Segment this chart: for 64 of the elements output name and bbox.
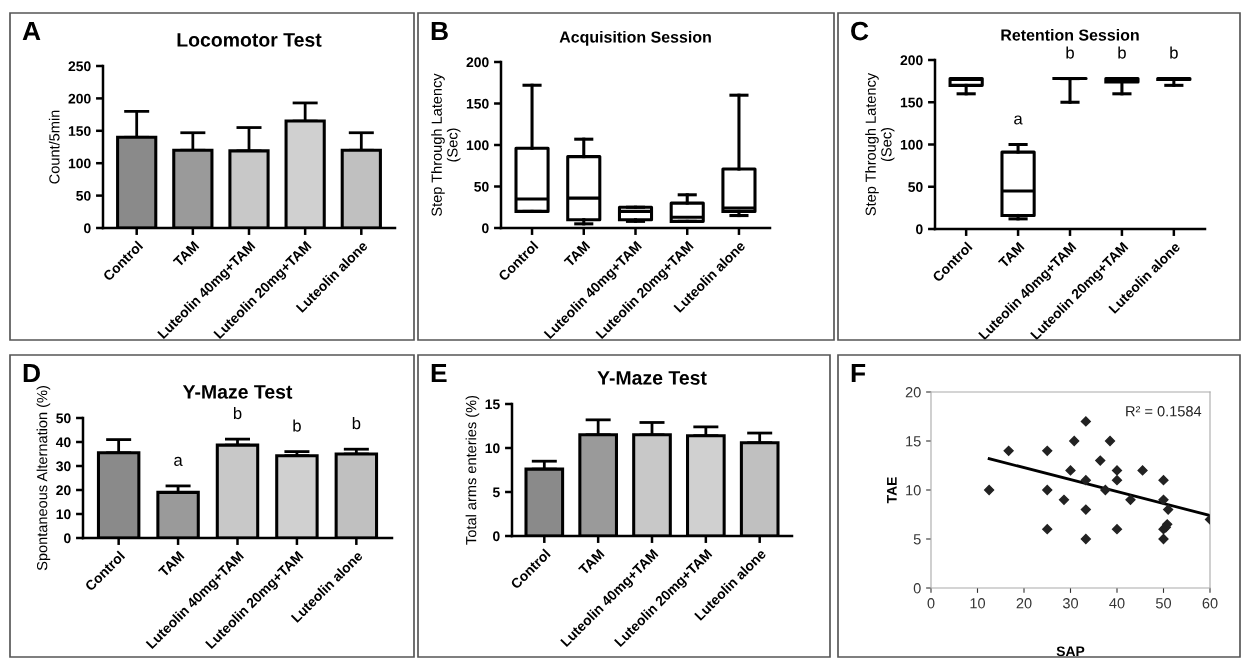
- chart-title: Locomotor Test: [177, 33, 322, 47]
- text: E: [431, 363, 447, 383]
- chart-title: Retention Session: [1001, 28, 1139, 41]
- y-tick-label: 0: [482, 223, 489, 234]
- y-tick-label: 100: [466, 140, 489, 151]
- y-tick-label: 100: [900, 139, 923, 150]
- y-tick-label: 5: [913, 534, 921, 545]
- y-axis-title: Count/5min: [48, 110, 60, 184]
- y-tick-label: 50: [76, 190, 91, 201]
- x-tick-label: 30: [1062, 598, 1079, 609]
- y-tick-label: 50: [56, 413, 71, 424]
- y-tick-label: 150: [466, 98, 489, 109]
- y-axis-title: Step Through Latency (Sec): [865, 72, 895, 216]
- x-tick-label: 40: [1109, 598, 1125, 609]
- annotation: R² = 0.1584: [1126, 406, 1202, 417]
- y-tick-label: 10: [906, 485, 921, 496]
- annotation: a: [174, 456, 183, 466]
- x-tick-label: 50: [1155, 598, 1172, 609]
- chart-title: Y-Maze Test: [182, 385, 293, 399]
- y-tick-label: 10: [56, 509, 71, 520]
- y-tick-label: 200: [900, 55, 923, 66]
- y-tick-label: 5: [492, 487, 500, 498]
- y-tick-label: 15: [485, 399, 500, 410]
- annotation: b: [1066, 46, 1074, 59]
- y-tick-label: 0: [493, 531, 500, 542]
- y-axis-title: TAE: [887, 477, 897, 504]
- y-tick-label: 15: [906, 436, 921, 447]
- x-tick-label: 0: [927, 598, 935, 609]
- y-tick-label: 100: [68, 158, 91, 169]
- x-tick-label: 20: [1016, 598, 1032, 609]
- text: F: [851, 363, 866, 383]
- y-tick-label: 20: [56, 485, 71, 496]
- annotation: b: [1170, 46, 1178, 59]
- annotation: a: [1014, 115, 1023, 125]
- chart-title: Y-Maze Test: [597, 371, 707, 385]
- y-tick-label: 0: [64, 533, 71, 544]
- y-tick-label: 40: [55, 437, 71, 448]
- annotation: b: [352, 417, 361, 430]
- y-tick-label: 0: [84, 223, 91, 234]
- y-tick-label: 150: [900, 97, 923, 108]
- annotation: b: [233, 406, 242, 420]
- y-tick-label: 30: [56, 461, 71, 472]
- text: C: [851, 21, 869, 41]
- y-tick-label: 150: [68, 126, 91, 136]
- y-axis-title: Spontaneous Alternation (%): [36, 386, 51, 571]
- chart-title: Acquisition Session: [559, 30, 711, 46]
- annotation: b: [1118, 46, 1126, 59]
- y-tick-label: 200: [466, 57, 489, 68]
- text: A: [22, 21, 41, 41]
- text: D: [23, 363, 40, 383]
- annotation: b: [293, 419, 301, 432]
- x-tick-label: 60: [1202, 598, 1218, 609]
- y-axis-title: Total arms enteries (%): [465, 395, 480, 545]
- y-tick-label: 20: [905, 387, 921, 398]
- y-tick-label: 10: [485, 443, 500, 454]
- y-tick-label: 200: [68, 93, 91, 104]
- text: B: [431, 21, 448, 41]
- y-tick-label: 250: [68, 61, 91, 72]
- y-tick-label: 0: [916, 224, 923, 235]
- x-axis-title: SAP: [1056, 646, 1085, 657]
- y-tick-label: 50: [474, 181, 489, 192]
- y-axis-title: Step Through Latency (Sec): [431, 73, 461, 216]
- y-tick-label: 50: [908, 182, 923, 192]
- x-tick-label: 10: [970, 598, 986, 609]
